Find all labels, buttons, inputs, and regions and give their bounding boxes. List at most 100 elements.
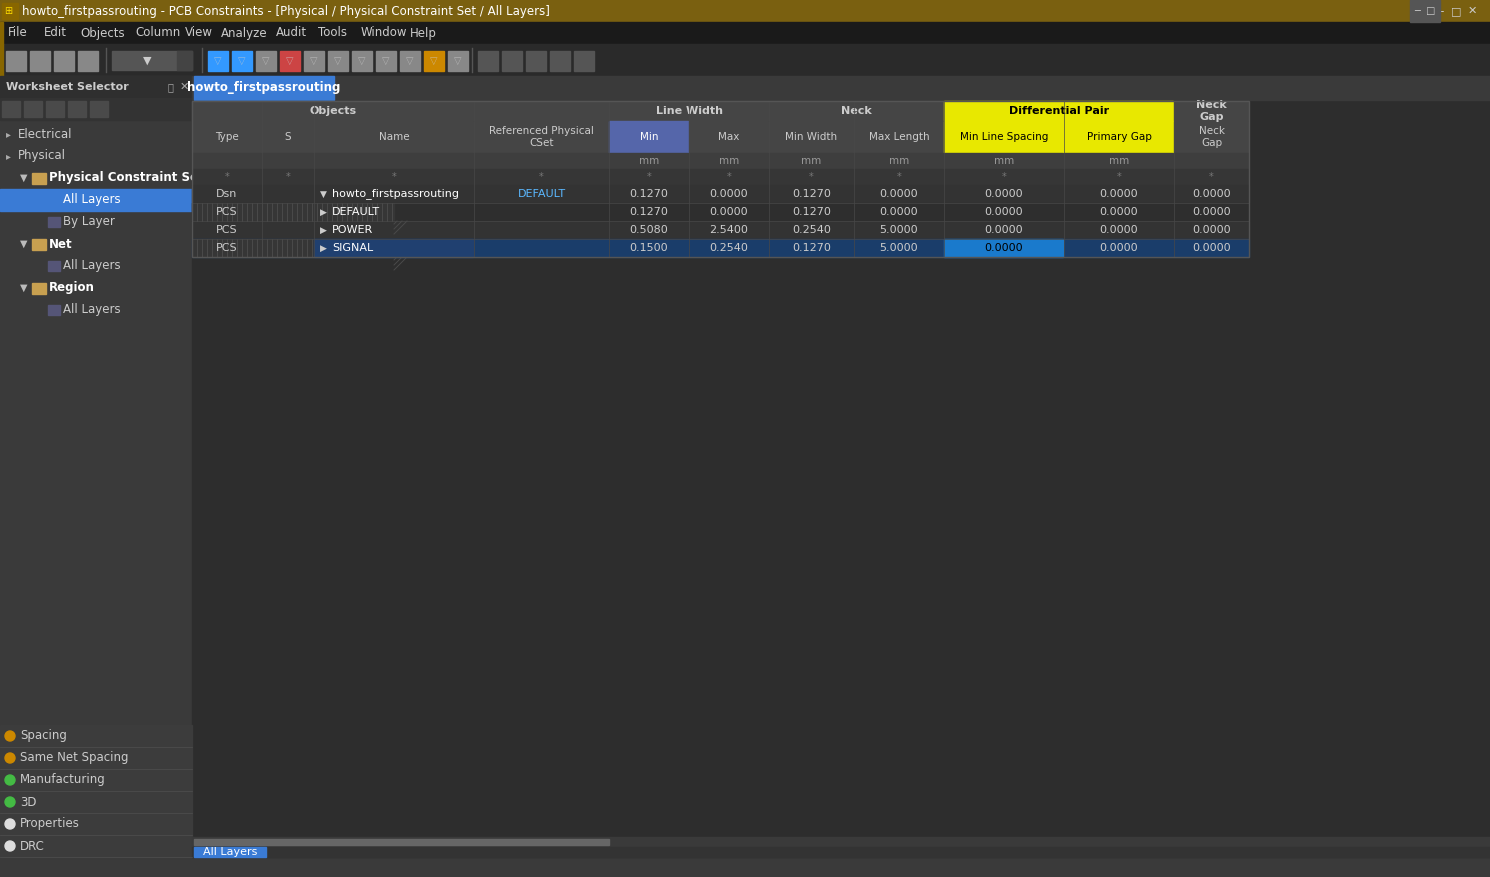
Text: 0.0000: 0.0000 xyxy=(709,207,748,217)
Bar xyxy=(688,153,767,169)
Bar xyxy=(0,22,3,44)
Text: Window: Window xyxy=(361,26,407,39)
Bar xyxy=(769,121,852,153)
Text: 0.5080: 0.5080 xyxy=(630,225,669,235)
Text: 0.1270: 0.1270 xyxy=(630,207,669,217)
Bar xyxy=(574,51,595,71)
Text: ─: ─ xyxy=(1436,6,1444,16)
Text: 0.1270: 0.1270 xyxy=(793,207,831,217)
Bar xyxy=(192,76,1490,100)
Circle shape xyxy=(4,819,15,829)
Text: Name: Name xyxy=(378,132,410,142)
Text: mm: mm xyxy=(994,156,1015,166)
Bar xyxy=(0,44,3,76)
Bar xyxy=(1064,169,1173,185)
Circle shape xyxy=(4,775,15,785)
Bar xyxy=(474,101,608,121)
Text: mm: mm xyxy=(718,156,739,166)
Text: 0.0000: 0.0000 xyxy=(985,225,1024,235)
Bar xyxy=(448,51,468,71)
Text: Region: Region xyxy=(49,282,95,295)
Text: *: * xyxy=(727,172,732,182)
Bar xyxy=(0,747,192,769)
Bar xyxy=(526,51,545,71)
Bar xyxy=(48,217,60,227)
Bar xyxy=(192,837,1490,847)
Text: Physical: Physical xyxy=(18,149,66,162)
Text: File: File xyxy=(7,26,28,39)
Text: Max: Max xyxy=(718,132,739,142)
Bar xyxy=(1174,169,1249,185)
Text: *: * xyxy=(809,172,814,182)
Bar xyxy=(0,791,192,813)
Bar xyxy=(192,153,261,169)
Bar xyxy=(48,195,60,205)
Text: ▸: ▸ xyxy=(6,129,10,139)
Text: 0.0000: 0.0000 xyxy=(709,189,748,199)
Bar xyxy=(375,51,396,71)
Bar xyxy=(0,835,192,857)
Text: ─  □: ─ □ xyxy=(1414,6,1436,16)
Bar xyxy=(609,121,688,153)
Text: 0.2540: 0.2540 xyxy=(793,225,831,235)
Bar xyxy=(232,51,252,71)
Text: 0.0000: 0.0000 xyxy=(1100,225,1138,235)
Text: ▶: ▶ xyxy=(320,225,326,234)
Text: All Layers: All Layers xyxy=(63,194,121,206)
Text: All Layers: All Layers xyxy=(203,847,258,857)
Bar xyxy=(194,839,609,845)
Bar xyxy=(304,51,323,71)
Text: Objects: Objects xyxy=(310,106,356,116)
Bar xyxy=(314,239,472,257)
Text: ▽: ▽ xyxy=(334,56,341,66)
Text: 0.1500: 0.1500 xyxy=(630,243,669,253)
Text: Type: Type xyxy=(215,132,238,142)
Bar xyxy=(1174,121,1249,153)
Bar xyxy=(24,101,42,117)
Bar xyxy=(262,153,313,169)
Text: howto_firstpassrouting: howto_firstpassrouting xyxy=(332,189,459,199)
Bar xyxy=(688,121,767,153)
Bar xyxy=(30,51,51,71)
Text: ▼: ▼ xyxy=(19,283,27,293)
Bar xyxy=(280,51,299,71)
Bar xyxy=(177,51,192,70)
Bar xyxy=(769,153,852,169)
Text: POWER: POWER xyxy=(332,225,374,235)
Bar xyxy=(399,51,420,71)
Bar xyxy=(31,283,46,294)
Bar xyxy=(0,76,192,98)
Text: 0.1270: 0.1270 xyxy=(630,189,669,199)
Bar xyxy=(0,189,192,211)
Text: *: * xyxy=(1116,172,1122,182)
Bar xyxy=(256,51,276,71)
Text: 5.0000: 5.0000 xyxy=(879,243,918,253)
Bar xyxy=(262,169,313,185)
Text: PCS: PCS xyxy=(216,225,238,235)
Text: ▽: ▽ xyxy=(215,56,222,66)
Text: Min Line Spacing: Min Line Spacing xyxy=(960,132,1047,142)
Text: All Layers: All Layers xyxy=(63,303,121,317)
Bar xyxy=(425,51,444,71)
Text: Line Width: Line Width xyxy=(656,106,723,116)
Text: View: View xyxy=(185,26,213,39)
Text: 0.1270: 0.1270 xyxy=(793,243,831,253)
Text: 0.0000: 0.0000 xyxy=(985,189,1024,199)
Text: DRC: DRC xyxy=(19,839,45,852)
Text: ▶: ▶ xyxy=(320,208,326,217)
Text: howto_firstpassrouting: howto_firstpassrouting xyxy=(188,82,341,95)
Text: Min Width: Min Width xyxy=(785,132,837,142)
Circle shape xyxy=(4,731,15,741)
Text: PCS: PCS xyxy=(216,207,238,217)
Text: *: * xyxy=(647,172,651,182)
Bar xyxy=(478,51,498,71)
Text: Properties: Properties xyxy=(19,817,80,831)
Bar xyxy=(192,239,393,257)
Bar xyxy=(854,169,943,185)
Text: ▽: ▽ xyxy=(238,56,246,66)
Text: Objects: Objects xyxy=(80,26,125,39)
Text: SIGNAL: SIGNAL xyxy=(332,243,374,253)
Bar xyxy=(314,169,472,185)
Text: Analyze: Analyze xyxy=(221,26,267,39)
Bar xyxy=(0,725,192,747)
